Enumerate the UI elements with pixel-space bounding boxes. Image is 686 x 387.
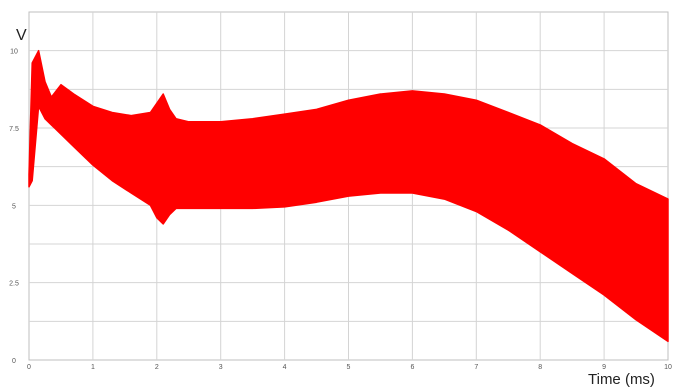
x-tick-label: 5 [347, 364, 351, 371]
y-tick-label: 7.5 [9, 126, 19, 133]
x-tick-label: 9 [602, 364, 606, 371]
tick-labels: 0 1 2 3 4 5 6 7 8 9 10 0 2.5 5 7.5 10 [9, 49, 672, 371]
y-tick-label: 0 [12, 358, 16, 365]
y-tick-label: 10 [10, 49, 18, 56]
x-tick-label: 4 [283, 364, 287, 371]
x-tick-label: 1 [91, 364, 95, 371]
series-layer [28, 49, 669, 343]
x-tick-label: 8 [538, 364, 542, 371]
y-tick-label: 2.5 [9, 281, 19, 288]
x-tick-label: 10 [664, 364, 672, 371]
x-tick-label: 7 [474, 364, 478, 371]
x-axis-label: Time (ms) [588, 371, 655, 387]
x-tick-label: 0 [27, 364, 31, 371]
series-0-band [28, 49, 669, 343]
y-tick-label: 5 [12, 203, 16, 210]
x-tick-label: 3 [219, 364, 223, 371]
grid-layer [28, 11, 669, 361]
x-tick-label: 2 [155, 364, 159, 371]
y-axis-label: V [16, 27, 27, 44]
x-tick-label: 6 [410, 364, 414, 371]
